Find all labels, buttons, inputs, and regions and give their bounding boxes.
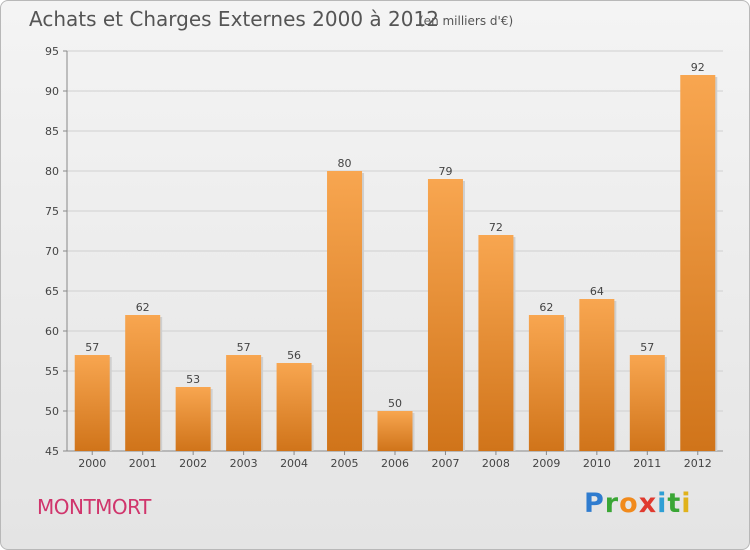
x-tick-label-2011: 2011 bbox=[633, 457, 661, 470]
bar-2002 bbox=[175, 387, 211, 451]
data-label-2002: 53 bbox=[186, 373, 200, 386]
commune-name: MONTMORT bbox=[37, 495, 151, 519]
bar-2004 bbox=[276, 363, 312, 451]
bar-2008 bbox=[478, 235, 514, 451]
y-tick-label: 65 bbox=[45, 285, 59, 298]
y-tick-label: 75 bbox=[45, 205, 59, 218]
logo-letter: r bbox=[604, 488, 620, 519]
logo-letter: P bbox=[584, 488, 605, 519]
y-tick-label: 80 bbox=[45, 165, 59, 178]
x-tick-label-2001: 2001 bbox=[129, 457, 157, 470]
x-tick-label-2005: 2005 bbox=[331, 457, 359, 470]
proxiti-logo: Proxiti bbox=[584, 488, 692, 519]
bar-2000 bbox=[74, 355, 110, 451]
data-label-2000: 57 bbox=[85, 341, 99, 354]
data-label-2004: 56 bbox=[287, 349, 301, 362]
y-tick-label: 60 bbox=[45, 325, 59, 338]
data-label-2001: 62 bbox=[136, 301, 150, 314]
x-tick-label-2000: 2000 bbox=[78, 457, 106, 470]
x-tick-label-2004: 2004 bbox=[280, 457, 308, 470]
y-tick-label: 50 bbox=[45, 405, 59, 418]
data-label-2006: 50 bbox=[388, 397, 402, 410]
logo-letter: t bbox=[667, 488, 682, 519]
y-tick-label: 95 bbox=[45, 45, 59, 58]
chart-subtitle: (en milliers d'€) bbox=[419, 14, 514, 28]
logo-letter: x bbox=[638, 488, 658, 519]
bar-2001 bbox=[125, 315, 161, 451]
logo-letter: i bbox=[657, 488, 668, 519]
bar-2007 bbox=[427, 179, 463, 451]
data-labels: 57 62 53 57 56 80 50 79 72 62 64 57 92 bbox=[85, 61, 705, 410]
chart-title: Achats et Charges Externes 2000 à 2012 bbox=[29, 7, 439, 31]
bar-2012 bbox=[680, 75, 716, 451]
x-tick-label-2010: 2010 bbox=[583, 457, 611, 470]
grid-lines bbox=[67, 50, 723, 452]
y-tick-label: 55 bbox=[45, 365, 59, 378]
bar-2005 bbox=[327, 171, 363, 451]
x-tick-label-2012: 2012 bbox=[684, 457, 712, 470]
x-tick-label-2007: 2007 bbox=[431, 457, 459, 470]
logo-letter: o bbox=[619, 488, 639, 519]
y-tick-label: 45 bbox=[45, 445, 59, 458]
bar-2006 bbox=[377, 411, 413, 451]
x-tick-label-2002: 2002 bbox=[179, 457, 207, 470]
data-label-2010: 64 bbox=[590, 285, 604, 298]
bar-2011 bbox=[629, 355, 665, 451]
data-label-2009: 62 bbox=[539, 301, 553, 314]
y-tick-label: 90 bbox=[45, 85, 59, 98]
data-label-2007: 79 bbox=[438, 165, 452, 178]
data-label-2005: 80 bbox=[338, 157, 352, 170]
data-label-2003: 57 bbox=[237, 341, 251, 354]
bar-2010 bbox=[579, 299, 615, 451]
data-label-2008: 72 bbox=[489, 221, 503, 234]
bar-2009 bbox=[528, 315, 564, 451]
x-tick-label-2006: 2006 bbox=[381, 457, 409, 470]
x-tick-label-2009: 2009 bbox=[532, 457, 560, 470]
data-label-2012: 92 bbox=[691, 61, 705, 74]
x-tick-label-2003: 2003 bbox=[230, 457, 258, 470]
y-tick-label: 70 bbox=[45, 245, 59, 258]
data-label-2011: 57 bbox=[640, 341, 654, 354]
x-tick-label-2008: 2008 bbox=[482, 457, 510, 470]
logo-letter: i bbox=[681, 488, 692, 519]
y-tick-label: 85 bbox=[45, 125, 59, 138]
bar-2003 bbox=[226, 355, 262, 451]
bars bbox=[74, 75, 718, 451]
